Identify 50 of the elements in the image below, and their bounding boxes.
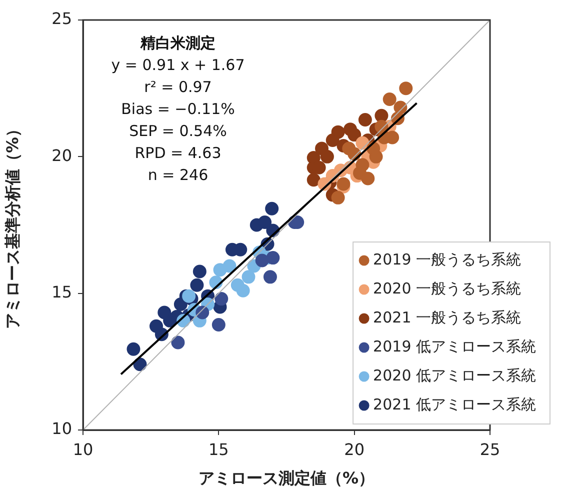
y-tick-label: 20 [52,146,72,165]
point [374,108,388,122]
legend-label: 2021 一般うるち系統 [373,308,522,326]
y-tick-label: 25 [52,9,72,28]
x-tick-label: 10 [72,440,94,459]
annotation: Bias = −0.11% [121,100,235,118]
point [331,190,345,204]
annotation: n = 246 [148,166,208,184]
point [255,254,269,268]
x-tick-label: 20 [344,440,365,459]
legend-label: 2021 低アミロース系統 [373,395,536,414]
point [263,270,277,284]
point [399,82,413,96]
legend-label: 2019 低アミロース系統 [373,337,536,356]
point [222,259,236,273]
point [258,216,272,230]
x-tick-label: 25 [480,440,500,459]
point [348,128,362,142]
y-tick-label: 15 [52,282,72,302]
x-tick-label: 15 [208,440,229,459]
point [331,125,345,139]
point [214,292,228,306]
point [242,270,256,284]
point [306,173,320,187]
point [171,336,185,350]
x-axis-title: アミロース測定値（%） [198,468,375,488]
legend-label: 2020 一般うるち系統 [373,279,522,298]
point [158,306,172,320]
y-tick-label: 10 [52,419,72,438]
point [190,278,204,292]
point [192,264,206,278]
point [126,342,140,356]
legend-label: 2020 低アミロース系統 [373,366,536,384]
point [266,251,280,265]
point [361,172,375,186]
point [315,142,329,156]
annotation: y = 0.91 x + 1.67 [111,56,245,74]
legend-label: 2019 一般うるち系統 [373,250,522,268]
point [230,278,244,292]
annotation: SEP = 0.54% [129,122,227,140]
annotation: RPD = 4.63 [134,144,222,162]
y-axis-title: アミロース基準分析値（%） [2,120,22,330]
point [358,113,372,127]
point [265,202,279,216]
annotation: 精白米測定 [140,34,216,52]
point [212,318,226,332]
point [336,177,350,191]
point [182,289,196,303]
point [382,92,396,106]
annotation: r² = 0.97 [144,78,212,96]
